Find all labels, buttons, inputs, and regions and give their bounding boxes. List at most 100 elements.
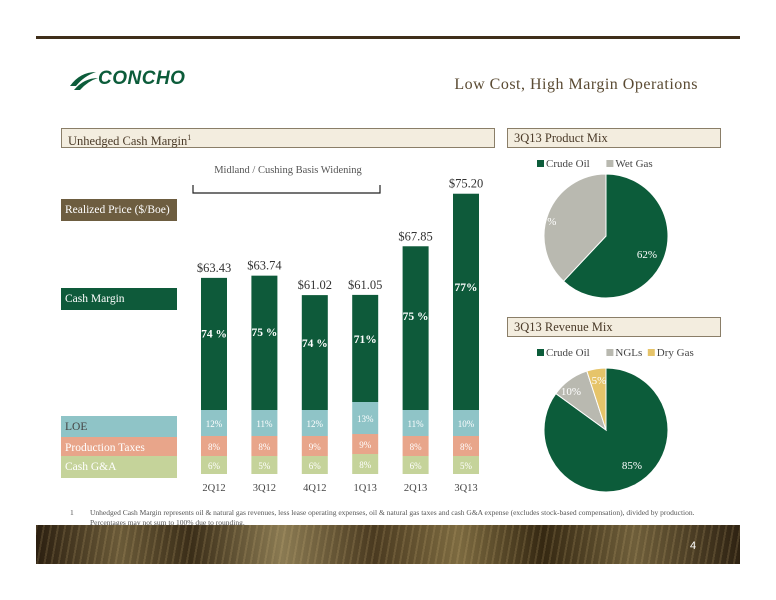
data-label-production-taxes-4q12: 9% <box>309 442 322 452</box>
data-label-production-taxes-2q13: 8% <box>410 442 423 452</box>
data-label-production-taxes-2q12: 8% <box>208 442 221 452</box>
basis-widening-note: Midland / Cushing Basis Widening <box>214 165 362 176</box>
price-label-1q13: $61.05 <box>348 278 382 292</box>
revenue-mix-header: 3Q13 Revenue Mix <box>507 317 721 337</box>
row-label-cash-margin: Cash Margin <box>61 288 177 310</box>
legend-swatch-crude-oil <box>537 349 544 356</box>
bar-production-taxes-1q13 <box>352 434 379 454</box>
legend-item-crude-oil: Crude Oil <box>537 158 590 170</box>
category-label-2q13: 2Q13 <box>404 483 427 494</box>
pie-slice-crude-oil <box>562 173 669 299</box>
legend-swatch-crude-oil <box>537 160 544 167</box>
legend-item-ngls: NGLs <box>606 347 642 359</box>
price-label-3q13: $75.20 <box>449 177 483 191</box>
page-number: 4 <box>690 540 697 552</box>
bar-cash-margin-3q12 <box>251 275 278 410</box>
price-label-4q12: $61.02 <box>298 278 332 292</box>
bar-cash-margin-3q13 <box>453 193 479 410</box>
data-label-cash-g-a-3q12: 5% <box>258 461 271 471</box>
page-title: Low Cost, High Margin Operations <box>454 76 698 93</box>
footer-photo-texture <box>36 525 740 564</box>
cash-margin-header-footnote-marker: 1 <box>187 133 192 142</box>
concho-emblem-icon <box>70 72 98 90</box>
price-label-2q13: $67.85 <box>398 229 432 243</box>
bar-loe-1q13 <box>352 402 379 434</box>
company-logo: CONCHO <box>68 68 198 94</box>
pie-label-wet-gas: 38 % <box>534 216 557 228</box>
legend-swatch-wet-gas <box>606 160 614 167</box>
row-label-loe: LOE <box>61 416 177 438</box>
footer-photo-band <box>36 525 740 564</box>
data-label-loe-4q12: 12% <box>307 419 324 429</box>
data-label-cash-g-a-4q12: 6% <box>309 461 322 471</box>
data-label-cash-g-a-3q13: 5% <box>460 461 473 471</box>
legend-item-dry-gas: Dry Gas <box>647 347 694 359</box>
bar-cash-margin-4q12 <box>301 295 328 410</box>
bar-cash-g-a-1q13 <box>352 454 379 474</box>
product-mix-header: 3Q13 Product Mix <box>507 128 721 148</box>
logo-text: CONCHO <box>98 68 186 89</box>
pie-label-dry-gas: 5% <box>592 375 607 387</box>
data-label-production-taxes-3q12: 8% <box>258 442 271 452</box>
bar-cash-g-a-3q12 <box>251 456 278 474</box>
bar-loe-2q13 <box>402 410 429 436</box>
data-label-loe-2q12: 12% <box>206 419 223 429</box>
pie-label-crude-oil: 85% <box>622 460 642 472</box>
legend-label-crude-oil: Crude Oil <box>546 347 590 359</box>
footnote-text: Unhedged Cash Margin represents oil & na… <box>90 508 695 527</box>
bar-cash-g-a-2q13 <box>402 456 429 474</box>
bar-production-taxes-2q13 <box>402 436 429 456</box>
data-label-cash-margin-4q12: 74 % <box>302 338 328 350</box>
category-label-4q12: 4Q12 <box>303 483 326 494</box>
footnote-number: 1 <box>70 508 74 517</box>
bar-cash-margin-1q13 <box>352 294 379 402</box>
data-label-cash-margin-1q13: 71% <box>354 334 377 346</box>
cash-margin-chart: 6% 8% 12% 74 % $63.43 2Q12 5% 8% 11% 75 % $63.74 3Q… <box>192 165 483 494</box>
category-label-3q12: 3Q12 <box>253 483 276 494</box>
bar-cash-margin-2q13 <box>402 246 429 410</box>
data-label-cash-margin-3q13: 77% <box>455 282 478 294</box>
data-label-production-taxes-1q13: 9% <box>359 440 372 450</box>
bar-cash-g-a-3q13 <box>453 456 479 474</box>
price-label-2q12: $63.43 <box>197 261 231 275</box>
bar-loe-3q12 <box>251 410 278 436</box>
pie-slice-wet-gas <box>543 173 607 282</box>
category-label-3q13: 3Q13 <box>454 483 477 494</box>
legend-label-crude-oil: Crude Oil <box>546 158 590 170</box>
data-label-cash-g-a-1q13: 8% <box>359 460 372 470</box>
pie-label-crude-oil: 62% <box>637 249 657 261</box>
data-label-cash-margin-2q13: 75 % <box>403 311 429 323</box>
data-label-loe-3q13: 10% <box>458 419 475 429</box>
legend-label-dry-gas: Dry Gas <box>657 347 694 359</box>
data-label-cash-margin-3q12: 75 % <box>251 327 277 339</box>
bar-production-taxes-2q12 <box>201 436 227 456</box>
revenue-mix-chart: Crude Oil NGLs Dry Gas 85% 10% 5% <box>537 347 694 493</box>
bar-cash-margin-2q12 <box>201 277 227 410</box>
legend-swatch-dry-gas <box>647 349 655 356</box>
data-label-loe-2q13: 11% <box>408 419 425 429</box>
legend-label-ngls: NGLs <box>615 347 642 359</box>
legend-item-crude-oil: Crude Oil <box>537 347 590 359</box>
data-label-loe-3q12: 11% <box>256 419 273 429</box>
product-mix-chart: Crude Oil Wet Gas 62% 38 % <box>534 158 669 299</box>
bar-cash-g-a-2q12 <box>201 456 227 474</box>
top-rule <box>36 36 740 39</box>
bar-loe-3q13 <box>453 410 479 436</box>
pie-label-ngls: 10% <box>561 386 581 398</box>
data-label-loe-1q13: 13% <box>357 414 374 424</box>
row-label-realized-price: Realized Price ($/Boe) <box>61 199 177 221</box>
bar-cash-g-a-4q12 <box>301 456 328 474</box>
bar-loe-2q12 <box>201 410 227 436</box>
row-label-cash-ga: Cash G&A <box>61 456 177 478</box>
row-label-production-taxes: Production Taxes <box>61 437 177 459</box>
bar-production-taxes-3q13 <box>453 436 479 456</box>
pie-slice-dry-gas <box>586 367 607 431</box>
data-label-cash-margin-2q12: 74 % <box>201 328 227 340</box>
legend-label-wet-gas: Wet Gas <box>615 158 652 170</box>
legend-item-wet-gas: Wet Gas <box>606 158 653 170</box>
data-label-cash-g-a-2q12: 6% <box>208 461 221 471</box>
cash-margin-header: Unhedged Cash Margin1 <box>61 128 495 148</box>
category-label-1q13: 1Q13 <box>354 483 377 494</box>
bar-production-taxes-3q12 <box>251 436 278 456</box>
basis-widening-bracket <box>192 185 381 194</box>
